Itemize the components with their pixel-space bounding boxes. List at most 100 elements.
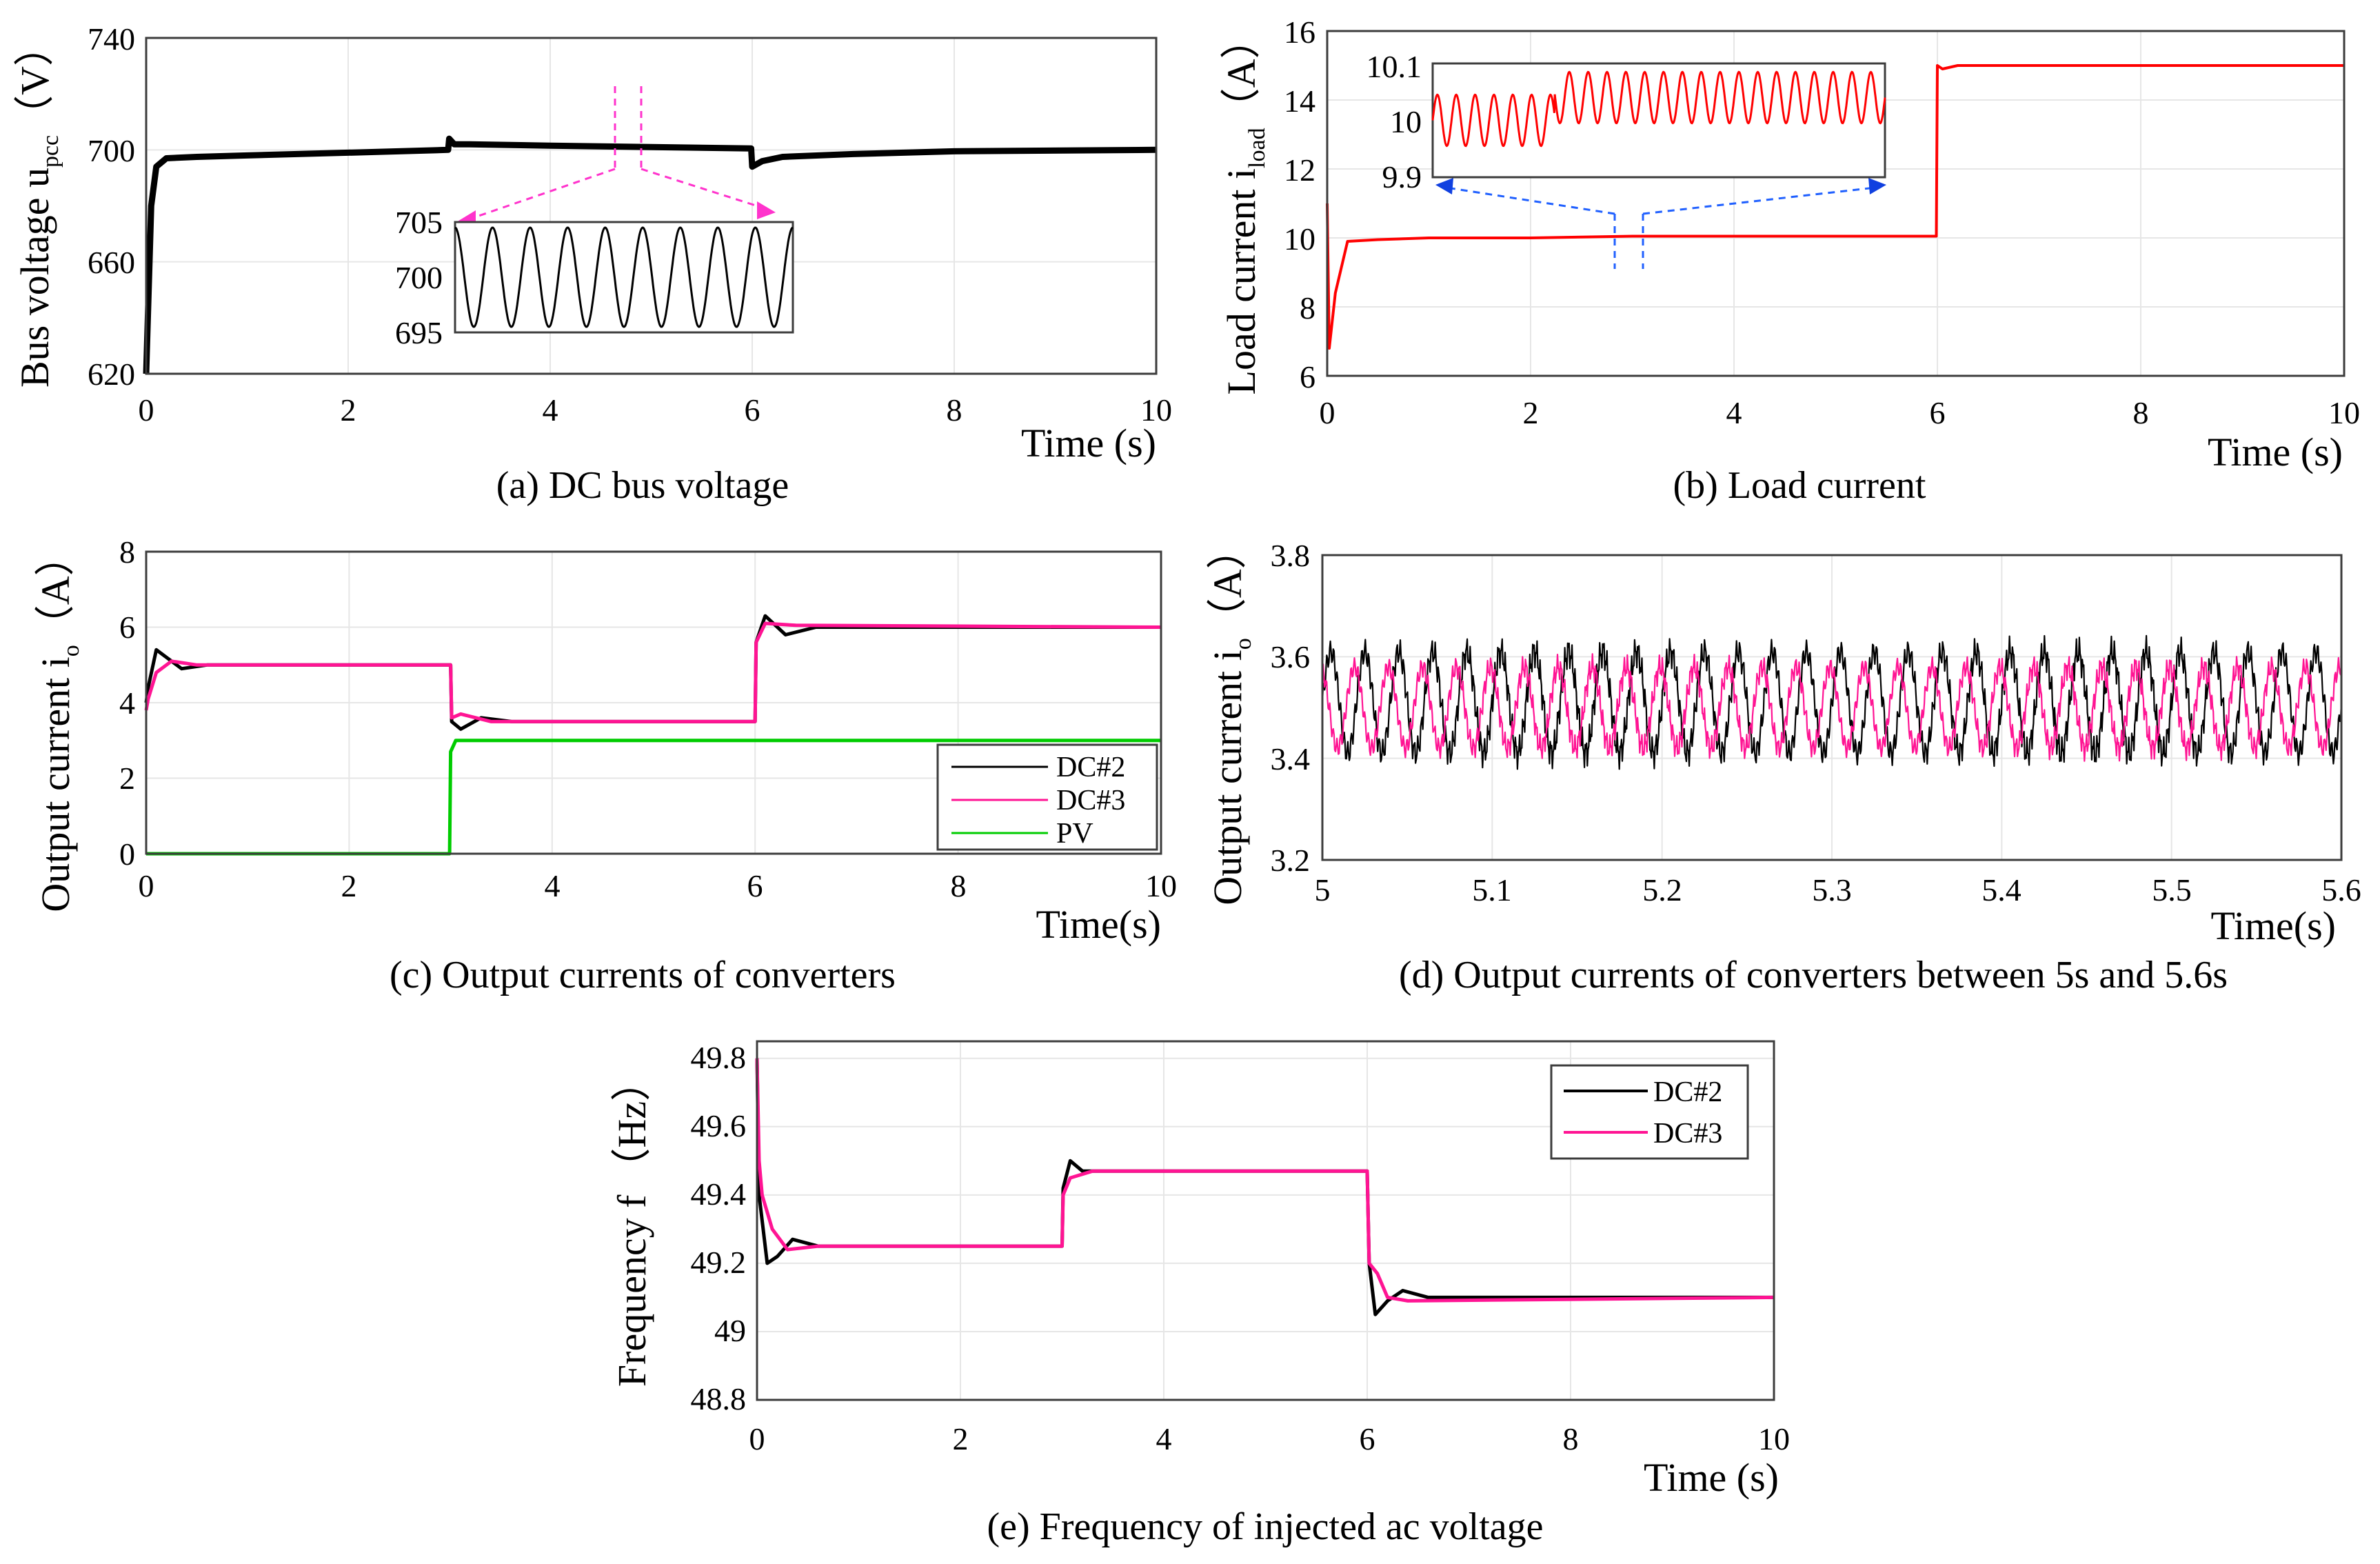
- xtick-label: 10: [1145, 868, 1177, 903]
- xtick-label: 8: [947, 392, 962, 428]
- y-axis-label: Output current io（A）: [33, 536, 84, 912]
- series-line-dc2: [144, 614, 1161, 731]
- panel-d-xticks: 5 5.1 5.2 5.3 5.4 5.5 5.6: [1315, 872, 2361, 908]
- inset-waveform: [1431, 70, 1886, 148]
- y-axis-label-subscript: load: [1244, 128, 1270, 168]
- y-axis-label-text: Load current i: [1219, 168, 1264, 395]
- x-axis-label: Time (s): [1644, 1455, 1779, 1500]
- ytick-label: 4: [119, 685, 135, 721]
- ytick-label: 0: [119, 836, 135, 872]
- ytick-label: 8: [119, 534, 135, 570]
- zoom-connector-right: [641, 168, 772, 212]
- ytick-label: 49.2: [691, 1245, 747, 1280]
- ytick-label: 8: [1300, 290, 1315, 325]
- ytick-label: 16: [1284, 14, 1315, 50]
- panel-a-yticks: 620 660 700 740: [88, 21, 135, 392]
- ytick-label: 10: [1284, 221, 1315, 257]
- panel-c-legend: DC#2 DC#3 PV: [936, 743, 1158, 851]
- panel-caption: (e) Frequency of injected ac voltage: [987, 1505, 1544, 1548]
- ytick-label: 6: [1300, 359, 1315, 394]
- series-line-dc3: [1322, 653, 2343, 762]
- panel-a-lines: [143, 135, 1157, 374]
- panel-a-frame: [145, 37, 1158, 375]
- zoom-arrowhead-right: [1868, 178, 1886, 194]
- x-axis-label: Time(s): [2210, 903, 2336, 948]
- ytick-label: 700: [88, 133, 135, 168]
- x-axis-label: Time(s): [1036, 902, 1161, 947]
- panel-d: 5 5.1 5.2 5.3 5.4 5.5 5.6 3.2 3.4 3.6 3.…: [1205, 529, 2361, 996]
- x-axis-label: Time (s): [2208, 430, 2343, 474]
- ytick-label: 3.8: [1271, 538, 1311, 573]
- xtick-label: 0: [139, 392, 154, 428]
- panel-caption: (d) Output currents of converters betwee…: [1399, 954, 2228, 996]
- xtick-label: 4: [543, 392, 558, 428]
- inset-ytick-label: 10: [1390, 104, 1422, 139]
- xtick-label: 5.1: [1472, 872, 1512, 908]
- xtick-label: 0: [749, 1421, 765, 1456]
- ytick-label: 740: [88, 21, 135, 57]
- x-axis-label: Time (s): [1021, 421, 1156, 465]
- y-axis-label: Load current iload（A）: [1219, 19, 1270, 395]
- y-axis-label-unit: （A）: [33, 536, 78, 645]
- panel-b: 0 2 4 6 8 10 6 8 10 12 14 16 Time (s) Lo…: [1219, 14, 2360, 507]
- y-axis-label-text: Frequency f: [609, 1194, 654, 1387]
- inset-ytick-label: 695: [395, 315, 443, 350]
- y-axis-label-text: Output current i: [33, 656, 78, 912]
- panel-caption: (a) DC bus voltage: [496, 464, 789, 507]
- y-axis-label-unit: （A）: [1219, 19, 1264, 128]
- inset-waveform: [454, 226, 794, 328]
- legend-label: DC#2: [1056, 752, 1125, 783]
- y-axis-label-text: Bus voltage u: [12, 168, 57, 388]
- inset-ytick-label: 705: [395, 205, 443, 240]
- ytick-label: 2: [119, 761, 135, 796]
- series-line-dc3: [144, 621, 1162, 723]
- xtick-label: 6: [1360, 1421, 1375, 1456]
- xtick-label: 5.5: [2152, 872, 2192, 908]
- panel-e-xticks: 0 2 4 6 8 10: [749, 1421, 1791, 1456]
- legend-label: PV: [1056, 818, 1093, 850]
- panel-caption: (c) Output currents of converters: [390, 954, 896, 996]
- xtick-label: 4: [1156, 1421, 1172, 1456]
- legend-label: DC#2: [1653, 1076, 1722, 1108]
- xtick-label: 2: [953, 1421, 969, 1456]
- xtick-label: 8: [951, 868, 967, 903]
- zoom-arrowhead-right: [757, 201, 776, 219]
- ytick-label: 3.6: [1271, 639, 1311, 674]
- panel-a-inset: 705 700 695: [395, 86, 794, 350]
- panel-d-lines: [1321, 634, 2343, 770]
- xtick-label: 6: [747, 868, 763, 903]
- panel-c: DC#2 DC#3 PV 0 2 4 6 8 10 0 2 4 6 8 Time…: [33, 534, 1177, 996]
- ytick-label: 49: [714, 1313, 746, 1348]
- panel-a: 0 2 4 6 8 10 620 660 700 740 Time (s) Bu…: [12, 21, 1172, 507]
- inset-ytick-label: 9.9: [1382, 159, 1422, 194]
- zoom-connector-right: [1642, 186, 1876, 215]
- y-axis-label-unit: （A）: [1205, 529, 1250, 638]
- panel-e: DC#2 DC#3 0 2 4 6 8 10 48.8 49 49.2 49.4…: [609, 1040, 1790, 1548]
- panel-caption: (b) Load current: [1673, 464, 1926, 507]
- y-axis-label-unit: （V）: [12, 26, 57, 135]
- xtick-label: 5.2: [1642, 872, 1682, 908]
- ytick-label: 12: [1284, 152, 1315, 188]
- panel-e-lines: [755, 1058, 1775, 1316]
- zoom-connector-left: [1446, 186, 1615, 215]
- xtick-label: 2: [1523, 395, 1539, 430]
- ytick-label: 14: [1284, 83, 1315, 119]
- inset-ytick-label: 10.1: [1367, 49, 1422, 84]
- y-axis-label: Frequency f （Hz）: [609, 1061, 654, 1387]
- xtick-label: 8: [2133, 395, 2149, 430]
- xtick-label: 6: [1930, 395, 1946, 430]
- series-line-dc2: [1321, 634, 2343, 770]
- ytick-label: 620: [88, 357, 135, 392]
- panel-b-lines: [1326, 64, 2344, 350]
- series-line-dc3: [755, 1058, 1775, 1303]
- inset-frame: [454, 221, 794, 334]
- xtick-label: 0: [1320, 395, 1335, 430]
- xtick-label: 0: [139, 868, 154, 903]
- xtick-label: 10: [1140, 392, 1172, 428]
- xtick-label: 4: [1726, 395, 1742, 430]
- xtick-label: 5: [1315, 872, 1331, 908]
- inset-ytick-label: 700: [395, 260, 443, 295]
- y-axis-label-text: Output current i: [1205, 650, 1250, 905]
- panel-b-frame: [1326, 30, 2346, 377]
